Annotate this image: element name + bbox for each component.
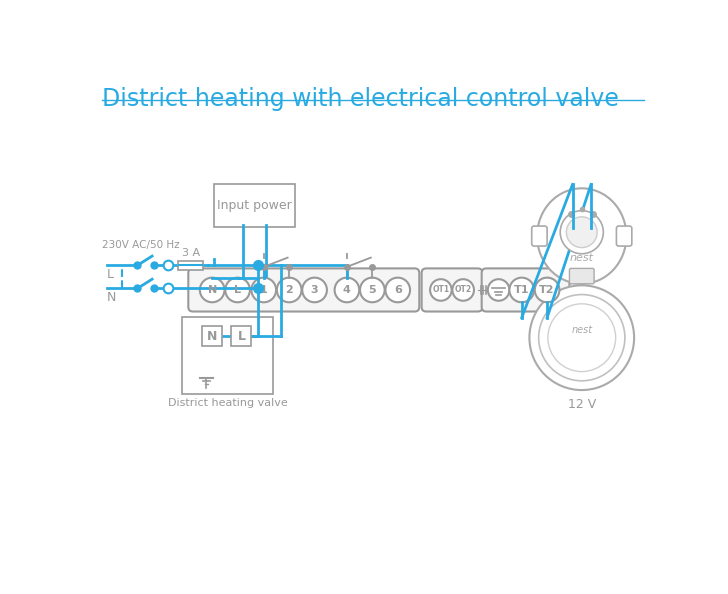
Circle shape bbox=[302, 277, 327, 302]
Circle shape bbox=[561, 211, 604, 254]
Text: 2: 2 bbox=[285, 285, 293, 295]
Text: N: N bbox=[107, 291, 116, 304]
Circle shape bbox=[548, 304, 616, 372]
Text: N: N bbox=[207, 330, 218, 343]
Text: nest: nest bbox=[571, 325, 593, 335]
FancyBboxPatch shape bbox=[215, 184, 295, 227]
Ellipse shape bbox=[537, 188, 626, 284]
Circle shape bbox=[251, 277, 276, 302]
Text: T2: T2 bbox=[539, 285, 555, 295]
Text: 12 V: 12 V bbox=[568, 398, 596, 411]
Text: 1: 1 bbox=[260, 285, 268, 295]
FancyBboxPatch shape bbox=[182, 317, 274, 394]
Text: nest: nest bbox=[570, 252, 594, 263]
Circle shape bbox=[535, 277, 559, 302]
Text: OT2: OT2 bbox=[454, 286, 472, 295]
Circle shape bbox=[539, 295, 625, 381]
Text: 6: 6 bbox=[394, 285, 402, 295]
Text: District heating valve: District heating valve bbox=[167, 398, 288, 408]
FancyBboxPatch shape bbox=[232, 326, 251, 346]
Text: L: L bbox=[234, 285, 241, 295]
Circle shape bbox=[335, 277, 359, 302]
Text: L: L bbox=[237, 330, 245, 343]
FancyBboxPatch shape bbox=[422, 268, 483, 311]
Circle shape bbox=[277, 277, 301, 302]
Text: N: N bbox=[207, 285, 217, 295]
FancyBboxPatch shape bbox=[202, 326, 222, 346]
Circle shape bbox=[510, 277, 534, 302]
Circle shape bbox=[360, 277, 384, 302]
Text: T1: T1 bbox=[514, 285, 529, 295]
Circle shape bbox=[385, 277, 410, 302]
Circle shape bbox=[566, 217, 597, 248]
Circle shape bbox=[529, 285, 634, 390]
FancyBboxPatch shape bbox=[569, 268, 594, 284]
Text: Input power: Input power bbox=[217, 199, 292, 211]
Text: OT1: OT1 bbox=[432, 286, 449, 295]
Text: 5: 5 bbox=[368, 285, 376, 295]
FancyBboxPatch shape bbox=[189, 268, 419, 311]
Circle shape bbox=[488, 279, 510, 301]
FancyBboxPatch shape bbox=[617, 226, 632, 246]
Text: 230V AC/50 Hz: 230V AC/50 Hz bbox=[102, 240, 180, 250]
FancyBboxPatch shape bbox=[482, 268, 569, 311]
Text: L: L bbox=[107, 268, 114, 281]
FancyBboxPatch shape bbox=[178, 261, 203, 270]
Circle shape bbox=[225, 277, 250, 302]
Circle shape bbox=[430, 279, 451, 301]
Circle shape bbox=[200, 277, 224, 302]
Text: 3: 3 bbox=[311, 285, 318, 295]
FancyBboxPatch shape bbox=[531, 226, 547, 246]
Text: 4: 4 bbox=[343, 285, 351, 295]
Text: District heating with electrical control valve: District heating with electrical control… bbox=[102, 87, 619, 110]
Circle shape bbox=[452, 279, 474, 301]
Text: 3 A: 3 A bbox=[182, 248, 200, 258]
